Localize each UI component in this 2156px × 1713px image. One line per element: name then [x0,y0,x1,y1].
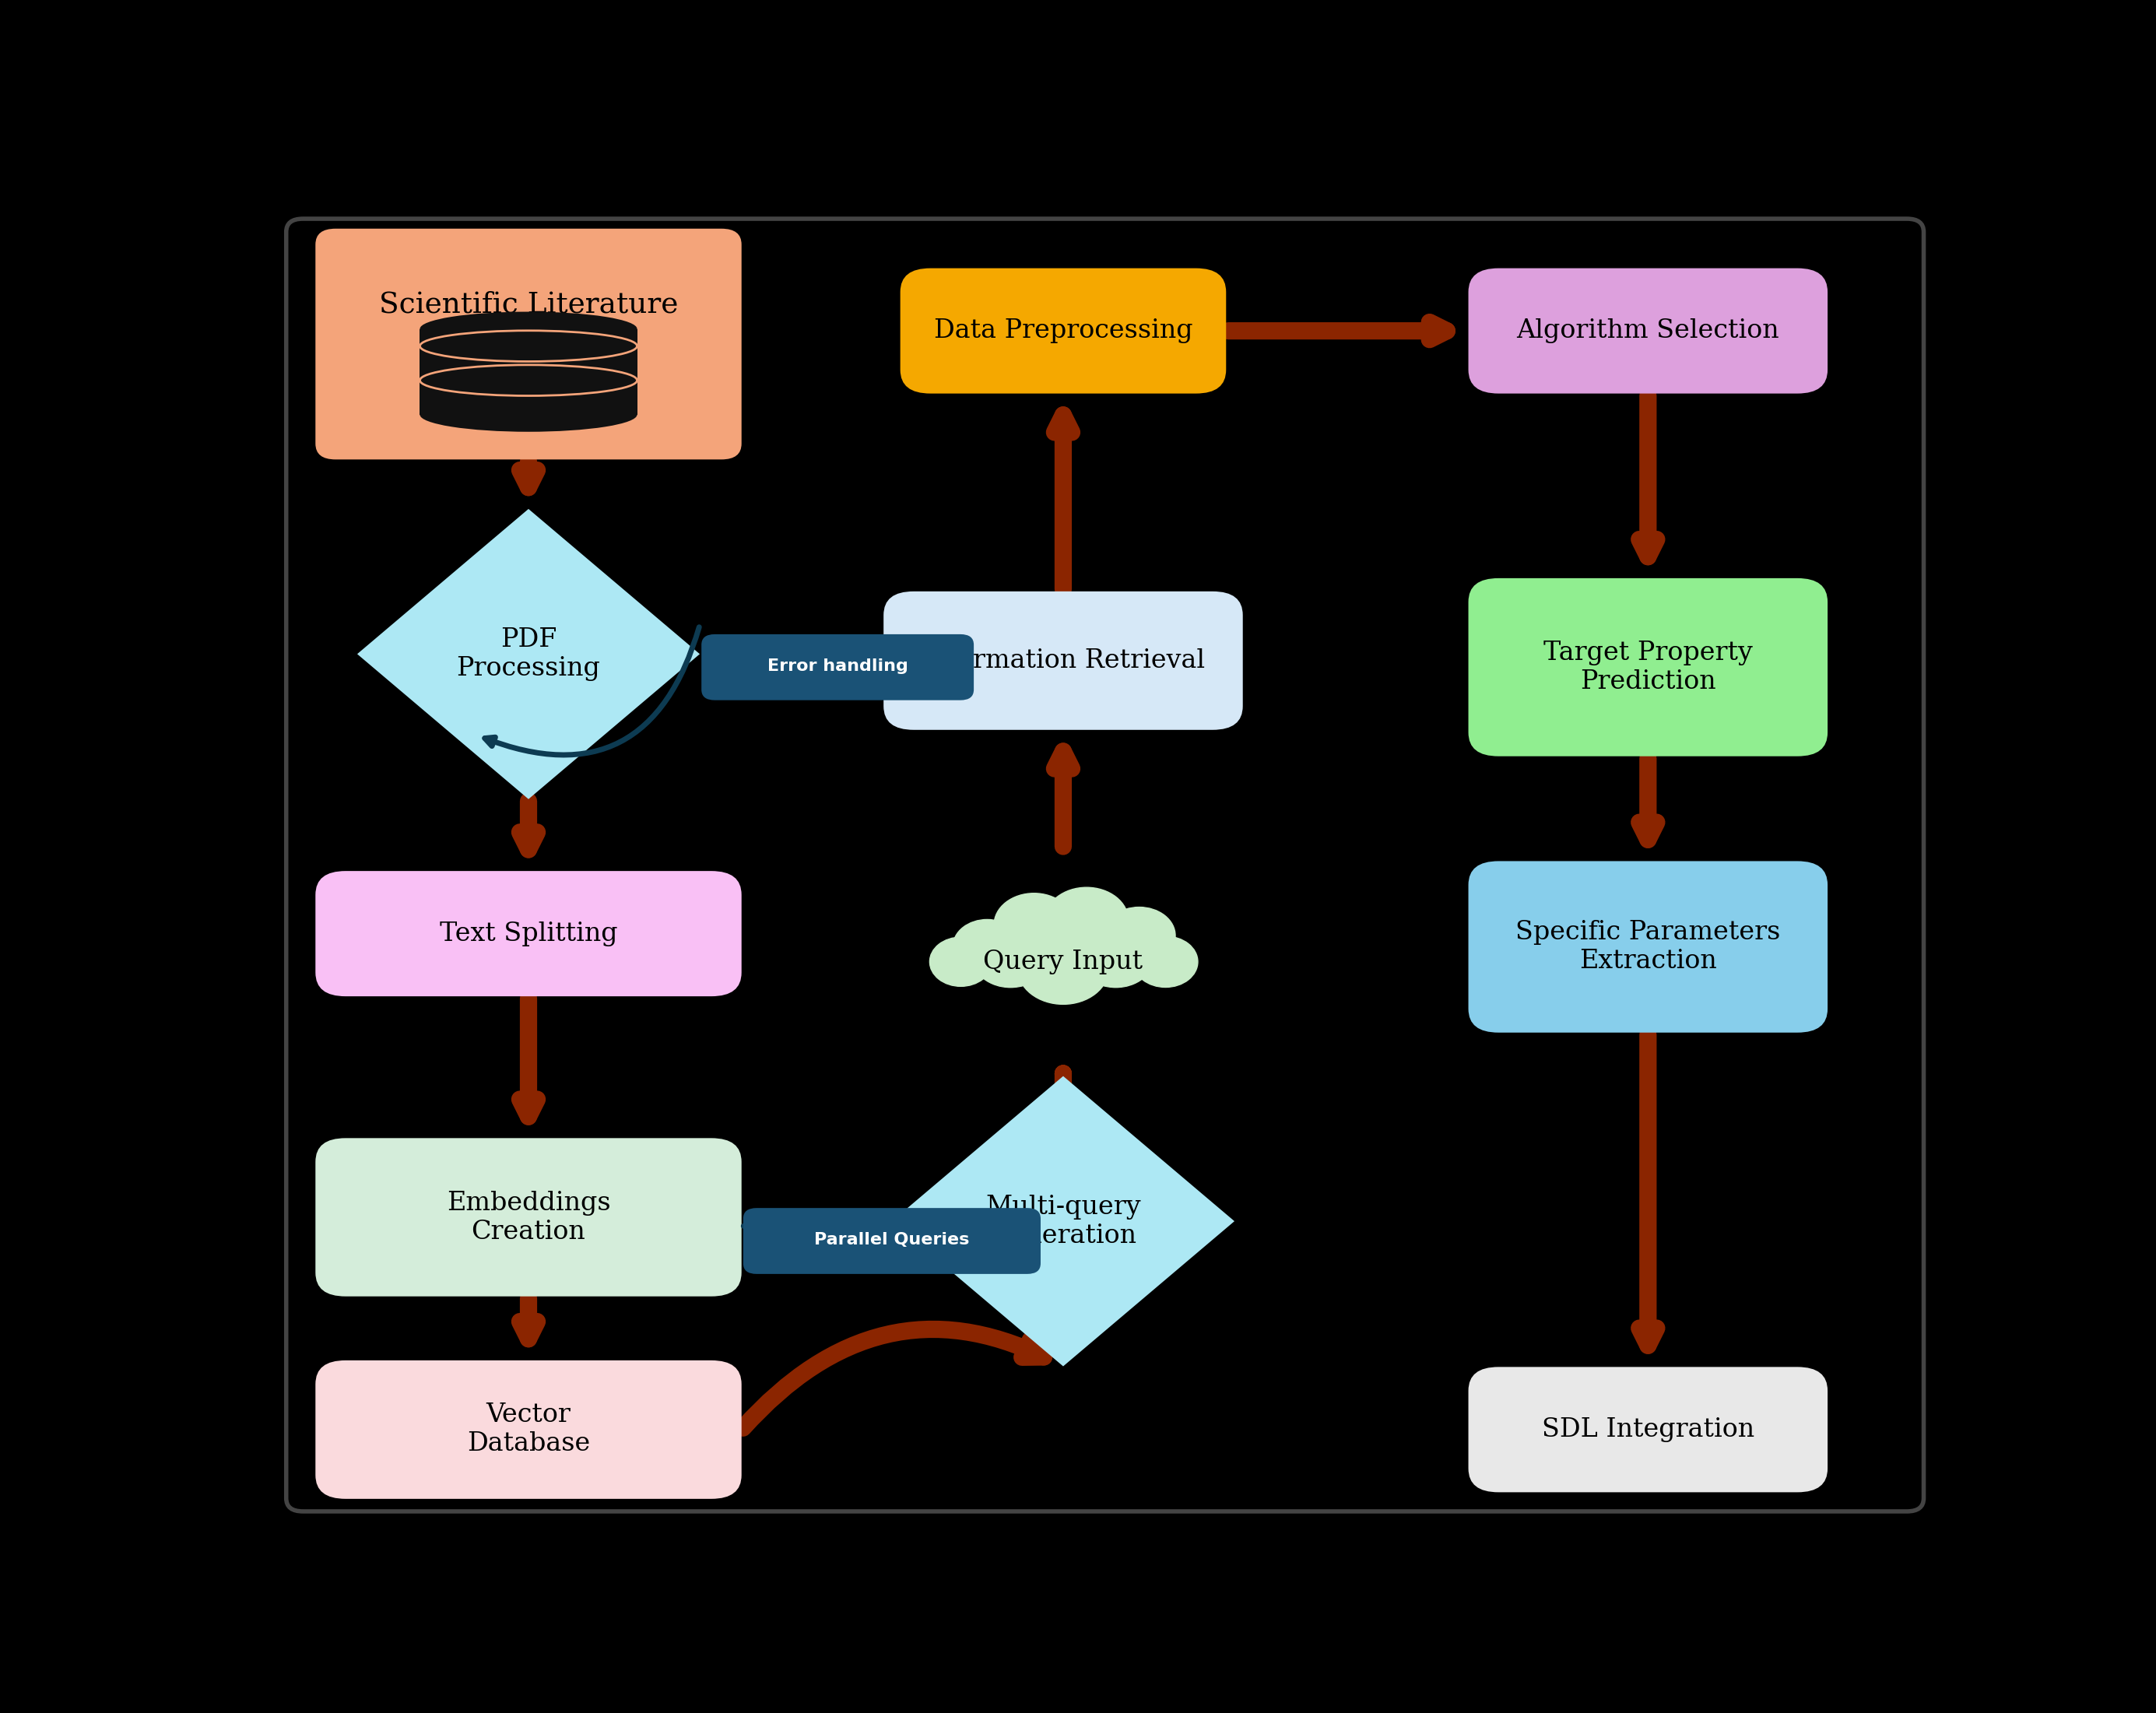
Text: Multi-query
Generation: Multi-query Generation [985,1194,1141,1249]
Text: SDL Integration: SDL Integration [1542,1417,1755,1442]
Circle shape [1018,932,1108,1004]
Text: Data Preprocessing: Data Preprocessing [934,319,1192,343]
Polygon shape [893,1076,1235,1367]
Circle shape [1104,908,1175,964]
Circle shape [953,920,1022,973]
Text: Parallel Queries: Parallel Queries [815,1232,970,1247]
FancyBboxPatch shape [315,1137,742,1297]
Polygon shape [420,329,638,415]
Text: Query Input: Query Input [983,949,1143,975]
FancyBboxPatch shape [315,228,742,459]
FancyBboxPatch shape [1468,269,1828,394]
Circle shape [972,927,1048,987]
FancyBboxPatch shape [1468,1367,1828,1492]
FancyBboxPatch shape [901,269,1227,394]
FancyArrowPatch shape [744,1211,886,1240]
Circle shape [1134,937,1199,987]
Text: Error handling: Error handling [768,658,908,673]
FancyBboxPatch shape [315,870,742,997]
Text: Embeddings
Creation: Embeddings Creation [446,1191,610,1244]
FancyBboxPatch shape [315,1360,742,1499]
Circle shape [994,892,1074,956]
Text: Text Splitting: Text Splitting [440,922,617,946]
Ellipse shape [420,312,636,346]
Text: Specific Parameters
Extraction: Specific Parameters Extraction [1516,920,1781,973]
FancyBboxPatch shape [884,591,1242,730]
FancyArrowPatch shape [485,627,699,755]
Text: Scientific Literature: Scientific Literature [379,291,679,319]
Polygon shape [358,509,701,798]
FancyBboxPatch shape [1468,862,1828,1033]
FancyBboxPatch shape [701,634,975,701]
Text: PDF
Processing: PDF Processing [457,627,599,680]
Text: Information Retrieval: Information Retrieval [921,648,1205,673]
Text: Vector
Database: Vector Database [468,1403,591,1456]
Circle shape [1078,927,1153,987]
Circle shape [1046,887,1128,954]
FancyBboxPatch shape [744,1208,1041,1274]
FancyArrowPatch shape [744,1329,1044,1429]
Text: Algorithm Selection: Algorithm Selection [1516,319,1779,343]
Text: Target Property
Prediction: Target Property Prediction [1544,641,1753,694]
FancyBboxPatch shape [1468,579,1828,755]
Circle shape [929,937,992,987]
Ellipse shape [420,397,636,432]
